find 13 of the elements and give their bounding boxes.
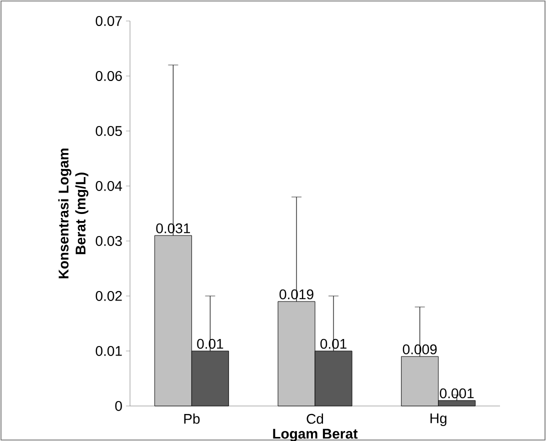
y-tick-label: 0 [115,401,122,411]
data-label: 0.001 [440,388,474,398]
x-tick-label: Pb [184,414,200,424]
y-tick-label: 0.04 [96,181,122,191]
y-tick-label: 0.02 [96,291,122,301]
y-tick-label: 0.07 [96,16,122,26]
y-axis-title: Konsentrasi Logam Berat (mg/L) [58,148,88,278]
y-tick-label: 0.06 [96,71,122,81]
x-tick-label: Cd [306,414,324,424]
x-tick-label: Hg [430,414,446,426]
y-tick-label: 0.05 [96,126,122,136]
y-tick-label: 0.01 [96,346,122,356]
y-tick-label: 0.03 [96,236,122,246]
